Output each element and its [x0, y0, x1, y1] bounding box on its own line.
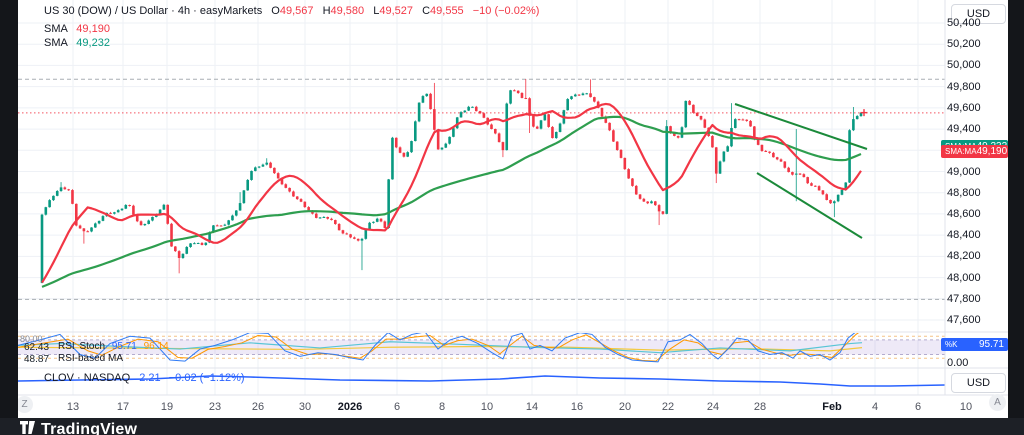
compare-legend[interactable]: CLOV · NASDAQ 2.21 −0.02 (−1.12%) [44, 372, 245, 384]
time-axis-label: 19 [160, 401, 174, 413]
rsi-label[interactable]: RSI [58, 341, 75, 352]
time-axis-label: 24 [706, 401, 720, 413]
close-value: 49,555 [430, 5, 464, 17]
low-label: L [373, 5, 380, 17]
high-label: H [322, 5, 331, 17]
right-frame [1008, 0, 1024, 418]
time-axis-label: 30 [298, 401, 312, 413]
close-label: C [422, 5, 431, 17]
grid [18, 0, 945, 395]
time-axis-label: 2026 [337, 401, 363, 413]
high-value: 49,580 [330, 5, 365, 17]
sma-slow-line[interactable] [41, 115, 862, 288]
open-label: O [271, 5, 280, 17]
currency-toggle-bottom[interactable]: USD [951, 373, 1006, 393]
oscillator-legend-row1[interactable]: RSI Stoch 95.71 96.14 [58, 341, 169, 352]
compare-value: 2.21 [139, 372, 161, 384]
tradingview-logo[interactable]: TradingView [20, 421, 137, 435]
stoch-k-badge-label: %K [945, 340, 958, 349]
stoch-k-badge-value: 95.71 [978, 339, 1004, 350]
time-axis-label: 10 [480, 401, 494, 413]
compare-symbol[interactable]: CLOV · NASDAQ [44, 372, 131, 384]
price-axis-label: 49,400 [947, 123, 981, 136]
rsi-value-badge: 62.43 [23, 342, 50, 353]
sma-fast-label: SMA [44, 23, 68, 35]
stoch_k-line [18, 333, 856, 363]
time-axis-label: 6 [393, 401, 401, 413]
open-value: 49,567 [279, 5, 314, 17]
stoch-label[interactable]: Stoch [79, 341, 106, 352]
sma-fast-line[interactable] [41, 102, 862, 284]
tradingview-logo-text: TradingView [41, 421, 138, 435]
price-axis-label: 47,600 [947, 314, 981, 326]
sma-slow-legend[interactable]: SMA 49,232 [44, 37, 110, 51]
rsi-ma-value-badge: 48.87 [23, 354, 50, 365]
change-value: −10 (−0.02%) [472, 5, 540, 17]
auto-scale-button[interactable]: A [989, 394, 1006, 411]
price-axis-label: 48,000 [947, 271, 981, 284]
sma-fast-value: 49,190 [76, 23, 110, 35]
time-axis-label: 17 [116, 401, 130, 413]
time-axis-label: 8 [438, 401, 446, 413]
currency-toggle-top[interactable]: USD [951, 4, 1006, 24]
tradingview-logo-mark [20, 421, 35, 434]
sma-fast-legend[interactable]: SMA 49,190 [44, 23, 110, 37]
symbol-legend[interactable]: US 30 (DOW) / US Dollar · 4h · easyMarke… [44, 5, 539, 19]
rsi-ma-label[interactable]: RSI-based MA [58, 353, 124, 364]
price-axis-label: 49,600 [947, 101, 981, 114]
sma-slow-value: 49,232 [76, 37, 110, 49]
symbol-title[interactable]: US 30 (DOW) / US Dollar · 4h · easyMarke… [44, 5, 263, 17]
price-axis-label: 48,200 [947, 250, 981, 263]
candlestick-series [40, 79, 863, 284]
time-axis-label: 13 [66, 401, 80, 413]
price-axis-label: 49,800 [947, 80, 981, 93]
time-axis-label: 26 [251, 401, 265, 413]
price-axis-label: 48,400 [947, 229, 981, 242]
oscillator-legend-row2[interactable]: RSI-based MA [58, 353, 123, 364]
price-axis-label: 49,000 [947, 165, 981, 178]
price-axis-label: 50,400 [947, 17, 981, 29]
time-axis-label: 14 [525, 401, 539, 413]
time-axis-label: 16 [570, 401, 584, 413]
time-axis-label: 28 [753, 401, 767, 413]
last-price-marker [860, 109, 868, 117]
time-axis-label: 6 [914, 401, 922, 413]
sma-slow-label: SMA [44, 37, 68, 49]
time-axis-label: Feb [822, 401, 842, 413]
compare-change: −0.02 (−1.12%) [168, 372, 245, 384]
compare-line[interactable] [17, 375, 946, 387]
stoch_d-line [18, 333, 859, 362]
trend-channel-lower[interactable] [756, 172, 863, 239]
stoch-d-value: 96.14 [143, 341, 169, 352]
price-axis-label: 47,800 [947, 292, 981, 305]
time-axis-label: 10 [959, 401, 973, 413]
stoch-k-value: 95.71 [111, 341, 137, 352]
footer-bar: TradingView [0, 418, 1024, 435]
price-axis-label: 50,000 [947, 59, 981, 72]
trend-channel-upper[interactable] [734, 103, 868, 150]
price-axis-label: 48,800 [947, 186, 981, 199]
osc-scale-top: 80.00 [20, 334, 43, 344]
left-frame [0, 0, 18, 418]
sma-axis-badge-fast: SMA:MA 49,190 [941, 144, 1008, 158]
time-axis-label: 4 [871, 401, 879, 413]
oscillator-pane[interactable] [18, 330, 945, 363]
price-axis-label: 48,600 [947, 207, 981, 220]
stoch-k-axis-badge: %K 95.71 [941, 338, 1008, 351]
low-value: 49,527 [379, 5, 414, 17]
time-axis-label: 22 [661, 401, 675, 413]
time-axis-label: 23 [208, 401, 222, 413]
timezone-button[interactable]: Z [16, 396, 33, 413]
osc-scale-bottom: 0.00 [947, 357, 969, 369]
time-axis-label: 20 [618, 401, 632, 413]
price-axis-label: 50,200 [947, 38, 981, 51]
rsi-line [18, 341, 863, 354]
